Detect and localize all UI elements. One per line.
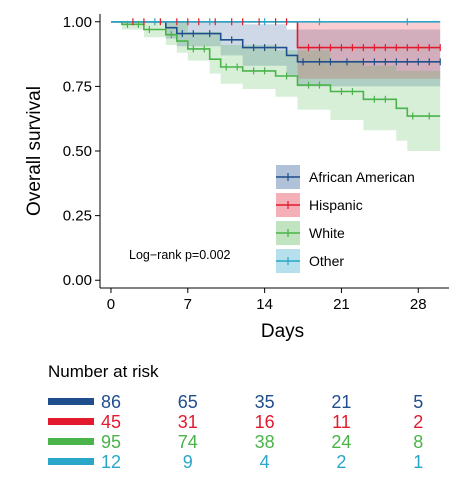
risk-count: 45 bbox=[100, 412, 121, 432]
risk-count: 31 bbox=[177, 412, 198, 432]
log-rank-annotation: Log−rank p=0.002 bbox=[129, 248, 231, 262]
risk-table-title: Number at risk bbox=[48, 362, 159, 381]
risk-count: 8 bbox=[413, 432, 424, 452]
risk-row-color-key bbox=[48, 438, 94, 445]
y-axis-label: Overall survival bbox=[24, 86, 45, 216]
risk-count: 38 bbox=[254, 432, 275, 452]
risk-row: 95 74 38 24 8 bbox=[0, 432, 471, 452]
risk-count: 4 bbox=[259, 452, 270, 472]
risk-row-color-key bbox=[48, 418, 94, 425]
risk-row-color-key bbox=[48, 458, 94, 465]
legend-label-other: Other bbox=[309, 253, 344, 269]
risk-count: 1 bbox=[413, 452, 424, 472]
risk-count: 74 bbox=[177, 432, 198, 452]
risk-count: 12 bbox=[100, 452, 121, 472]
risk-count: 16 bbox=[254, 412, 275, 432]
risk-count: 24 bbox=[331, 432, 352, 452]
risk-count: 21 bbox=[331, 392, 352, 412]
legend-label-hispanic: Hispanic bbox=[309, 197, 363, 213]
risk-row: 86 65 35 21 5 bbox=[0, 392, 471, 412]
y-tick-label: 0.25 bbox=[63, 208, 92, 225]
ci-band-african-american bbox=[111, 21, 441, 87]
risk-count: 5 bbox=[413, 392, 424, 412]
ci-band-hispanic bbox=[111, 21, 441, 79]
axes: 0.00 0.25 0.50 0.75 1.00 0 7 14 21 28 bbox=[63, 14, 449, 313]
censor-marks bbox=[126, 18, 441, 120]
y-tick-label: 0.75 bbox=[63, 78, 92, 95]
legend-label-african-american: African American bbox=[309, 169, 415, 185]
risk-count: 86 bbox=[100, 392, 121, 412]
x-axis-label: Days bbox=[261, 321, 304, 342]
confidence-bands bbox=[111, 21, 441, 151]
x-tick-label: 28 bbox=[410, 296, 427, 313]
y-tick-label: 0.00 bbox=[63, 272, 92, 289]
risk-count: 65 bbox=[177, 392, 198, 412]
risk-count: 95 bbox=[100, 432, 121, 452]
legend-label-white: White bbox=[309, 225, 345, 241]
x-tick-label: 7 bbox=[184, 296, 192, 313]
risk-row: 12 9 4 2 1 bbox=[0, 452, 471, 472]
x-tick-label: 14 bbox=[256, 296, 273, 313]
survival-curve-white bbox=[111, 21, 441, 117]
risk-count: 9 bbox=[182, 452, 193, 472]
y-tick-label: 1.00 bbox=[63, 14, 92, 31]
x-tick-label: 0 bbox=[107, 296, 115, 313]
x-tick-label: 21 bbox=[333, 296, 350, 313]
risk-count: 35 bbox=[254, 392, 275, 412]
risk-count: 2 bbox=[336, 452, 347, 472]
risk-row-color-key bbox=[48, 398, 94, 405]
ci-band-white bbox=[111, 21, 441, 151]
y-tick-label: 0.50 bbox=[63, 143, 92, 160]
risk-count: 11 bbox=[332, 412, 351, 432]
legend: African American Hispanic White Other bbox=[276, 165, 415, 273]
kaplan-meier-chart: 0.00 0.25 0.50 0.75 1.00 0 7 14 21 28 Overall sur… bbox=[24, 14, 449, 342]
risk-row: 45 31 16 11 2 bbox=[0, 412, 471, 432]
risk-count: 2 bbox=[413, 412, 424, 432]
